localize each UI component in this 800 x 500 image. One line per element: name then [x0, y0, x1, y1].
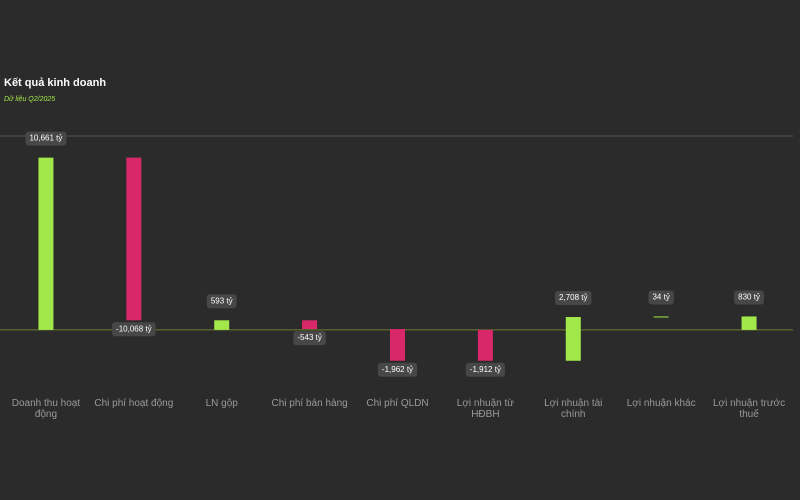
- chart-subtitle: Dữ liệu Q2/2025: [4, 96, 55, 103]
- value-label-text: 830 tỷ: [738, 293, 760, 302]
- x-tick-label: Chi phí QLDN: [366, 398, 429, 409]
- value-label: 10,661 tỷ: [25, 131, 67, 146]
- bar: [390, 329, 405, 361]
- value-label-bg: [734, 290, 764, 305]
- value-label-text: -543 tỷ: [297, 333, 321, 342]
- value-label-bg: [206, 294, 237, 309]
- bar: [214, 320, 230, 330]
- value-label-text: -1,912 tỷ: [470, 365, 501, 374]
- x-tick-label: Chi phí bán hàng: [271, 398, 348, 409]
- value-label-bg: [648, 290, 674, 305]
- value-label-bg: [112, 322, 156, 337]
- x-tick-label: Chi phí hoạt động: [94, 398, 174, 409]
- bar: [38, 157, 54, 330]
- value-label: -1,912 tỷ: [465, 362, 505, 377]
- value-label-text: 10,661 tỷ: [29, 134, 62, 143]
- value-label: 593 tỷ: [206, 294, 237, 309]
- chart-title: Kết quả kinh doanh: [4, 77, 106, 89]
- value-label-bg: [25, 131, 67, 146]
- value-label: 2,708 tỷ: [555, 291, 592, 306]
- value-label: 830 tỷ: [734, 290, 764, 305]
- bar: [302, 320, 318, 330]
- value-label-bg: [465, 362, 505, 377]
- x-tick-label: Lợi nhuận trước thuế: [713, 398, 786, 420]
- x-tick-label: LN gộp: [205, 398, 238, 409]
- x-tick-label: Lợi nhuận tài chính: [544, 398, 603, 420]
- value-label-text: -10,068 tỷ: [116, 324, 152, 333]
- bar: [126, 157, 142, 321]
- bar: [565, 317, 581, 361]
- value-label-bg: [555, 291, 592, 306]
- x-tick-label: Doanh thu hoạt động: [11, 398, 81, 420]
- value-label: -543 tỷ: [293, 331, 326, 346]
- value-label: -10,068 tỷ: [112, 322, 156, 337]
- value-label-bg: [293, 331, 326, 346]
- value-label-text: -1,962 tỷ: [382, 365, 413, 374]
- value-label-text: 2,708 tỷ: [559, 293, 587, 302]
- bar: [653, 316, 669, 318]
- x-tick-label: Lợi nhuận khác: [626, 398, 696, 409]
- bar: [741, 316, 757, 330]
- bar: [477, 329, 493, 361]
- value-label-text: 593 tỷ: [211, 296, 233, 305]
- value-label-bg: [377, 362, 418, 377]
- x-tick-label: Lợi nhuận từ HĐBH: [456, 398, 514, 420]
- value-label: 34 tỷ: [648, 290, 674, 305]
- value-label: -1,962 tỷ: [377, 362, 418, 377]
- value-label-text: 34 tỷ: [652, 293, 669, 302]
